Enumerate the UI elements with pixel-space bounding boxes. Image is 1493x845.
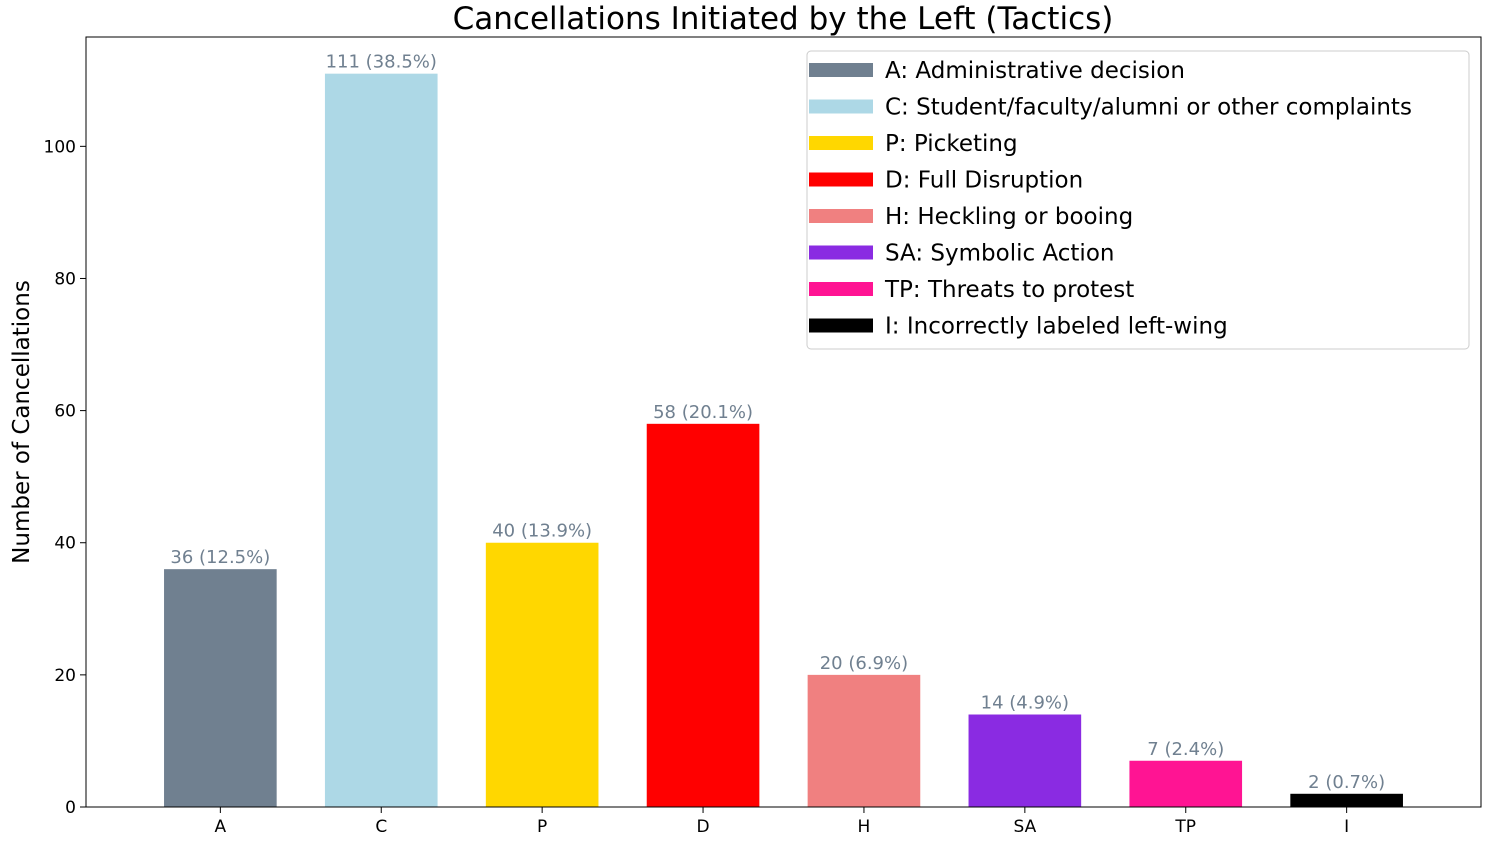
bar-value-label: 111 (38.5%) [326,52,437,73]
x-tick-label: D [697,817,710,837]
legend-swatch [809,245,873,260]
y-tick-label: 80 [54,269,76,289]
legend-swatch [809,63,873,77]
bar-p [485,542,599,807]
bar-value-label: 20 (6.9%) [820,653,908,674]
chart-title: Cancellations Initiated by the Left (Tac… [453,1,1114,37]
legend-label: C: Student/faculty/alumni or other compl… [885,95,1412,121]
bar-tp [1129,760,1243,807]
bar-value-label: 7 (2.4%) [1147,739,1224,760]
bar-c [324,73,438,807]
y-tick-label: 100 [44,137,76,157]
legend-swatch [809,172,873,187]
legend-label: D: Full Disruption [885,168,1083,194]
legend-swatch [809,99,873,114]
x-tick-label: P [537,817,547,837]
bar-value-label: 2 (0.7%) [1308,772,1385,793]
legend-swatch [809,318,873,333]
bar-value-label: 40 (13.9%) [492,521,592,542]
bar-i [1290,793,1403,807]
bar-value-label: 58 (20.1%) [653,402,753,423]
legend-swatch [809,282,873,296]
bar-sa [968,714,1082,807]
bars-layer: 36 (12.5%) 111 (38.5%) 40 (13.9%) 58 (20.1%… [164,52,1403,807]
x-tick-label: C [375,817,387,837]
x-tick-label: SA [1013,817,1036,837]
x-tick-label: I [1344,817,1349,837]
x-tick-label: A [215,817,227,837]
legend: A: Administrative decision C: Student/fac… [806,50,1470,350]
legend-label: SA: Symbolic Action [885,241,1114,267]
bar-a [164,569,277,807]
legend-label: P: Picketing [885,131,1018,157]
legend-label: I: Incorrectly labeled left-wing [885,314,1228,340]
legend-swatch [809,136,873,150]
bar-d [646,423,760,807]
y-tick-label: 40 [54,534,76,554]
legend-label: A: Administrative decision [885,58,1185,84]
x-tick-label: H [858,817,871,837]
legend-swatch [809,209,873,223]
y-tick-label: 60 [54,402,76,422]
bar-h [807,674,921,807]
legend-label: TP: Threats to protest [884,277,1134,303]
bar-value-label: 36 (12.5%) [170,547,270,568]
x-tick-label: TP [1174,817,1196,837]
plot-frame [85,36,1482,808]
y-tick-label: 20 [54,666,76,686]
legend-frame [806,50,1470,350]
y-tick-label: 0 [65,798,76,818]
legend-label: H: Heckling or booing [885,204,1133,230]
axes-layer: 0 20 40 60 80 100 A C P D H SA TP I [44,36,1482,837]
bar-value-label: 14 (4.9%) [981,693,1069,714]
y-axis-label: Number of Cancellations [9,280,35,564]
